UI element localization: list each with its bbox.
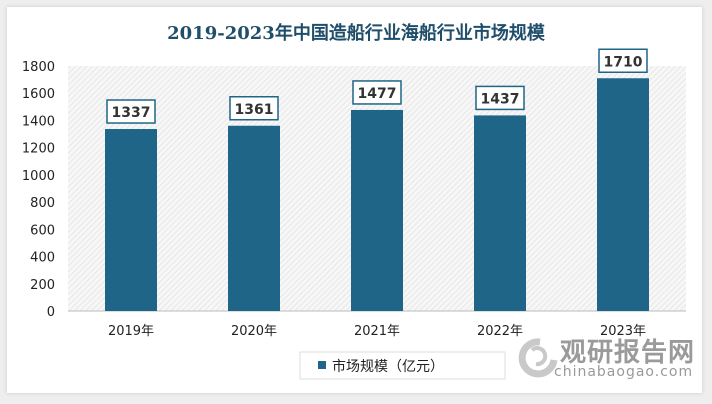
watermark-cn: 观研报告网 [560, 338, 696, 368]
bar [474, 115, 526, 312]
data-label: 1477 [358, 86, 397, 102]
y-tick-label: 600 [30, 223, 55, 238]
watermark-en: chinabaogao.com [554, 364, 694, 380]
y-tick-label: 800 [30, 196, 55, 211]
data-label: 1361 [235, 102, 274, 118]
data-label-box [106, 99, 156, 124]
y-tick-label: 1600 [22, 87, 55, 102]
x-tick-label: 2022年 [477, 324, 523, 339]
x-tick-label: 2020年 [231, 324, 277, 339]
y-tick-label: 0 [47, 305, 55, 320]
y-tick-label: 1800 [22, 60, 55, 75]
data-label: 1437 [481, 91, 520, 107]
watermark-logo-icon [518, 338, 558, 378]
watermark: 观研报告网 chinabaogao.com [502, 330, 702, 384]
y-tick-label: 1200 [22, 142, 55, 157]
data-label-box [475, 85, 525, 111]
bar [597, 78, 649, 311]
bar [105, 129, 157, 311]
y-tick-label: 400 [30, 251, 55, 266]
x-tick-label: 2021年 [354, 324, 400, 339]
chart-title: 2019-2023年中国造船行业海船行业市场规模 [167, 22, 546, 44]
bar [228, 125, 280, 311]
x-tick-label: 2023年 [600, 324, 646, 339]
x-tick-label: 2019年 [108, 324, 154, 339]
legend-label: 市场规模（亿元） [332, 358, 444, 375]
y-tick-label: 1400 [22, 114, 55, 129]
data-label-box [229, 96, 279, 121]
y-tick-label: 1000 [22, 169, 55, 184]
data-label: 1710 [604, 54, 643, 70]
data-label: 1337 [112, 105, 151, 121]
data-label-box [352, 80, 402, 105]
legend [299, 351, 506, 380]
legend-swatch [318, 361, 326, 369]
bar [351, 109, 403, 311]
data-label-box [598, 48, 648, 73]
y-tick-label: 200 [30, 278, 55, 293]
